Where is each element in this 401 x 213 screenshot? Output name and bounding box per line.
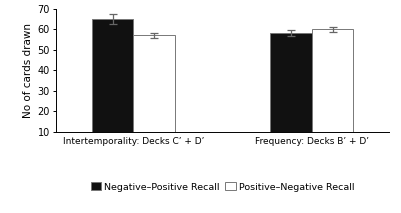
- Legend: Negative–Positive Recall, Positive–Negative Recall: Negative–Positive Recall, Positive–Negat…: [87, 179, 358, 195]
- Bar: [134, 35, 175, 153]
- Bar: [312, 29, 353, 153]
- Text: Intertemporality: Decks C’ + D’: Intertemporality: Decks C’ + D’: [63, 137, 204, 146]
- Y-axis label: No of cards drawn: No of cards drawn: [23, 23, 33, 118]
- Text: Frequency: Decks B’ + D’: Frequency: Decks B’ + D’: [255, 137, 369, 146]
- Bar: [92, 19, 134, 153]
- Bar: [270, 33, 312, 153]
